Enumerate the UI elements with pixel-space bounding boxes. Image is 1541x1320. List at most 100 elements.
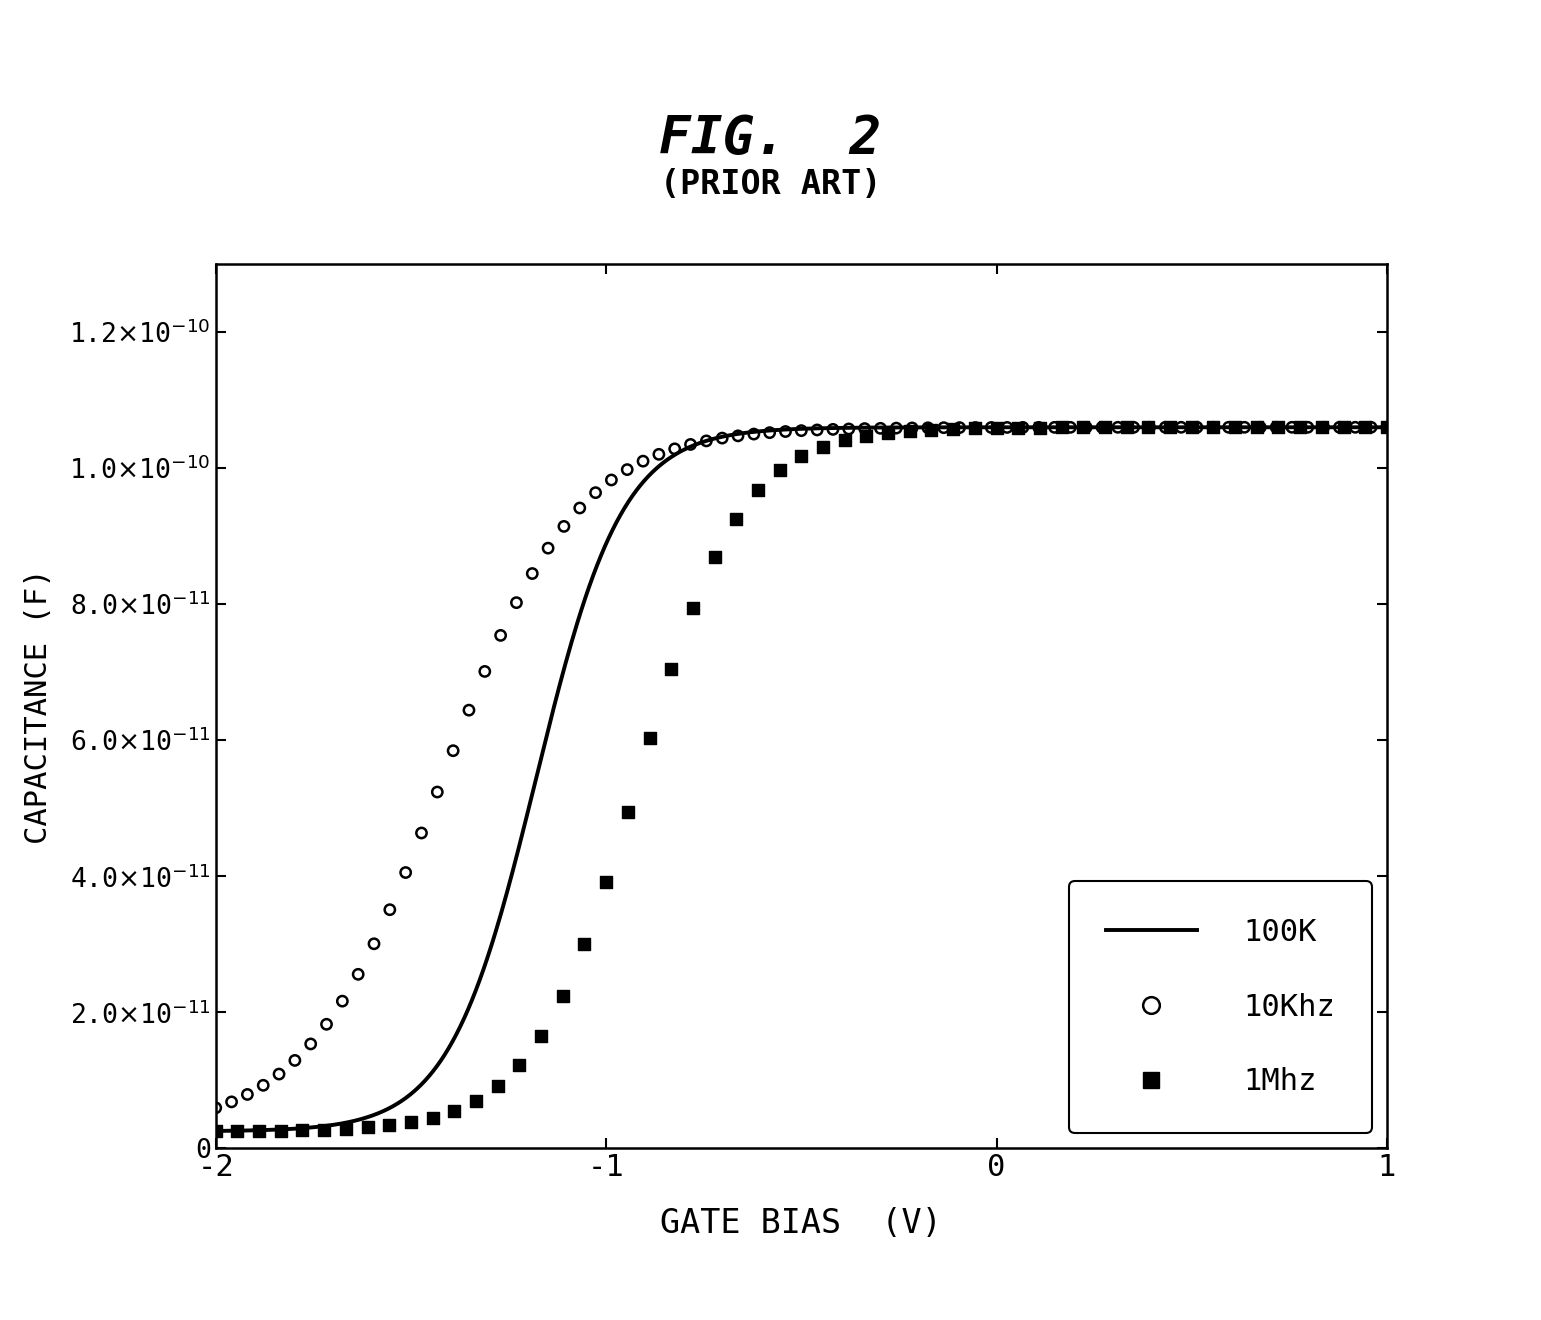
Point bbox=[267, 1064, 291, 1085]
Point bbox=[660, 659, 684, 680]
Point bbox=[1245, 417, 1270, 438]
Point bbox=[915, 417, 940, 438]
Point bbox=[378, 1115, 402, 1137]
Point bbox=[1114, 417, 1139, 438]
Point bbox=[529, 1026, 553, 1047]
Point bbox=[746, 480, 770, 502]
Point bbox=[1216, 417, 1241, 438]
Point bbox=[821, 418, 846, 440]
Point bbox=[703, 546, 727, 568]
Point bbox=[710, 428, 735, 449]
Point bbox=[1179, 417, 1204, 438]
Point bbox=[1288, 417, 1313, 438]
Point bbox=[900, 417, 925, 438]
Point bbox=[1311, 417, 1336, 438]
Point bbox=[942, 418, 966, 440]
Point bbox=[236, 1084, 260, 1105]
Point bbox=[1074, 417, 1099, 438]
Point bbox=[615, 459, 640, 480]
Point bbox=[504, 593, 529, 614]
Legend: 100K, 10Khz, 1Mhz: 100K, 10Khz, 1Mhz bbox=[1069, 882, 1371, 1133]
Point bbox=[333, 1118, 358, 1139]
Point bbox=[1296, 417, 1321, 438]
Point bbox=[636, 727, 661, 748]
Point bbox=[811, 436, 835, 457]
Point bbox=[1310, 417, 1335, 438]
Point bbox=[282, 1049, 307, 1071]
Point bbox=[885, 417, 909, 438]
Point bbox=[410, 822, 435, 843]
Point bbox=[1122, 417, 1147, 438]
Point bbox=[473, 661, 498, 682]
Point bbox=[536, 537, 561, 558]
Point bbox=[1153, 417, 1177, 438]
Point bbox=[1089, 417, 1114, 438]
Point bbox=[464, 1090, 488, 1111]
Point bbox=[485, 1076, 510, 1097]
Point bbox=[1279, 417, 1304, 438]
Point bbox=[567, 498, 592, 519]
Point bbox=[948, 417, 972, 438]
Point bbox=[251, 1074, 276, 1096]
Point bbox=[421, 1107, 445, 1129]
Point bbox=[203, 1097, 228, 1118]
Point bbox=[314, 1014, 339, 1035]
Point bbox=[963, 417, 988, 438]
Y-axis label: CAPACITANCE (F): CAPACITANCE (F) bbox=[23, 569, 52, 843]
Point bbox=[345, 964, 370, 985]
Point bbox=[963, 418, 988, 440]
Point bbox=[615, 801, 640, 822]
Point bbox=[330, 990, 354, 1011]
Point bbox=[299, 1034, 324, 1055]
Point bbox=[1342, 417, 1367, 438]
Point bbox=[1327, 417, 1351, 438]
Point bbox=[918, 420, 943, 441]
Point bbox=[985, 417, 1009, 438]
Point bbox=[897, 421, 922, 442]
Point bbox=[663, 438, 687, 459]
Point bbox=[425, 781, 450, 803]
Point bbox=[219, 1092, 243, 1113]
Point bbox=[356, 1117, 381, 1138]
Point bbox=[247, 1121, 271, 1142]
Point bbox=[572, 933, 596, 954]
Point bbox=[203, 1121, 228, 1142]
Point bbox=[852, 418, 877, 440]
Point bbox=[726, 425, 750, 446]
Point bbox=[837, 418, 861, 440]
Point bbox=[507, 1055, 532, 1076]
Point bbox=[854, 425, 878, 446]
Point bbox=[1359, 417, 1384, 438]
Point bbox=[774, 421, 798, 442]
Point bbox=[393, 862, 418, 883]
Point bbox=[1011, 417, 1036, 438]
Point bbox=[1093, 417, 1117, 438]
Point bbox=[1200, 417, 1225, 438]
Point bbox=[1028, 417, 1053, 438]
Point bbox=[362, 933, 387, 954]
Point bbox=[757, 422, 781, 444]
Point bbox=[1331, 417, 1356, 438]
Point bbox=[789, 446, 814, 467]
Point bbox=[1042, 417, 1066, 438]
Point bbox=[1375, 417, 1399, 438]
Point bbox=[767, 459, 792, 480]
Point bbox=[225, 1121, 250, 1142]
Point bbox=[1222, 417, 1247, 438]
Point bbox=[599, 470, 624, 491]
Point bbox=[488, 624, 513, 645]
Point bbox=[1168, 417, 1193, 438]
Text: (PRIOR ART): (PRIOR ART) bbox=[660, 168, 881, 201]
Text: FIG.  2: FIG. 2 bbox=[660, 114, 881, 165]
Point bbox=[1375, 417, 1399, 438]
Point bbox=[693, 430, 718, 451]
Point bbox=[1233, 417, 1257, 438]
Point bbox=[1136, 417, 1160, 438]
Point bbox=[647, 444, 672, 465]
Point bbox=[1264, 417, 1288, 438]
Point bbox=[678, 434, 703, 455]
X-axis label: GATE BIAS  (V): GATE BIAS (V) bbox=[661, 1208, 942, 1241]
Point bbox=[1071, 417, 1096, 438]
Point bbox=[1006, 417, 1031, 438]
Point bbox=[552, 516, 576, 537]
